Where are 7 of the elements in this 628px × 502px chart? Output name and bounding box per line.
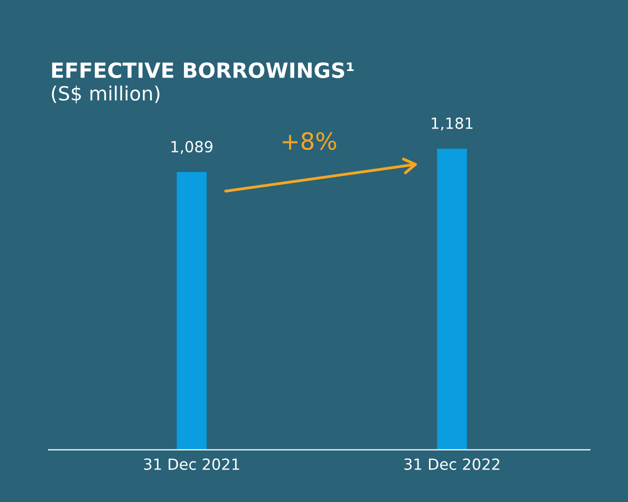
data-label: 1,089: [172, 140, 212, 154]
data-label: 1,181: [432, 117, 472, 131]
annotation: +8%: [282, 132, 336, 150]
x-tick-label: 31 Dec 2022: [404, 458, 500, 470]
chart-title: EFFECTIVE BORROWINGS¹: [52, 62, 354, 78]
chart-subtitle: (S$ million): [52, 86, 160, 104]
x-tick-label: 31 Dec 2021: [144, 458, 240, 470]
